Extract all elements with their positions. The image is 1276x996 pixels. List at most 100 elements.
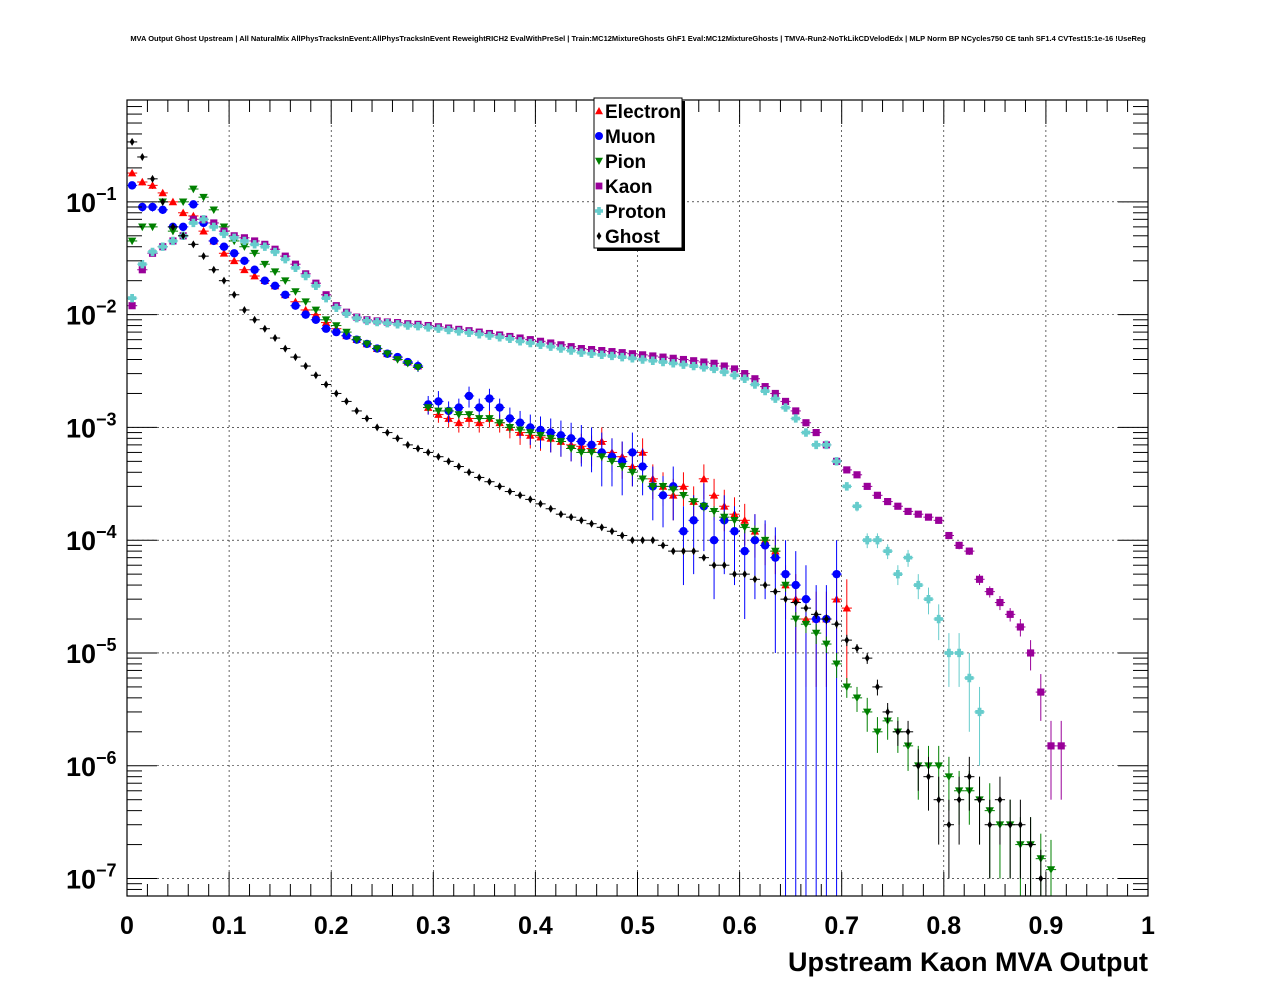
marker-diamond [640, 536, 646, 545]
marker-diamond [895, 727, 901, 736]
marker-triangle-down [495, 419, 504, 427]
marker-circle [464, 391, 474, 401]
legend-entry-proton: Proton [595, 202, 666, 223]
x-tick-label: 0 [120, 912, 134, 940]
marker-diamond [354, 406, 360, 415]
marker-triangle-up [138, 177, 147, 186]
marker-triangle-down [270, 268, 280, 276]
marker-cross [332, 303, 341, 312]
chart-title: MVA Output Ghost Upstream | All NaturalM… [130, 34, 1146, 43]
marker-diamond [497, 482, 503, 491]
marker-cross [832, 457, 841, 466]
marker-circle [332, 327, 341, 337]
marker-cross [158, 242, 167, 251]
marker-triangle-down [434, 407, 443, 416]
marker-cross [811, 440, 821, 450]
marker-triangle-up [740, 516, 749, 524]
legend-entry-kaon: Kaon [595, 177, 653, 198]
marker-diamond [558, 510, 564, 519]
marker-triangle-down [811, 629, 821, 638]
marker-triangle-down [393, 356, 402, 364]
marker-triangle-down [383, 350, 392, 358]
marker-diamond [742, 570, 748, 579]
marker-cross [536, 340, 545, 350]
marker-diamond [864, 654, 870, 663]
x-tick-label: 0.8 [926, 912, 961, 940]
marker-diamond [262, 324, 268, 333]
marker-cross [934, 614, 943, 624]
marker-circle [566, 434, 576, 443]
marker-square [649, 352, 657, 360]
marker-triangle-down [311, 306, 321, 315]
marker-cross [342, 309, 351, 318]
marker-diamond [548, 504, 554, 513]
marker-cross [189, 218, 198, 228]
marker-diamond [221, 276, 227, 285]
marker-circle [577, 437, 586, 446]
marker-triangle-up [127, 168, 137, 177]
marker-diamond [129, 137, 135, 146]
marker-triangle-up [240, 265, 249, 274]
marker-square [679, 355, 688, 364]
marker-diamond [180, 231, 186, 240]
marker-cross [699, 363, 709, 372]
marker-triangle-down [638, 475, 647, 484]
marker-diamond [487, 477, 492, 486]
marker-triangle-down [403, 359, 412, 368]
marker-triangle-down [607, 458, 617, 466]
marker-circle [628, 448, 637, 457]
marker-diamond [1017, 820, 1023, 829]
marker-cross [863, 535, 872, 545]
marker-triangle-down [658, 483, 668, 491]
marker-diamond [813, 610, 819, 619]
marker-diamond [701, 553, 707, 562]
marker-diamond [282, 344, 288, 353]
marker-triangle-up [250, 271, 259, 280]
marker-diamond [538, 499, 543, 508]
marker-diamond [190, 240, 196, 249]
series-pion [127, 185, 1057, 896]
marker-triangle-down [332, 322, 341, 330]
marker-cross [270, 247, 280, 257]
marker-triangle-down [669, 486, 678, 494]
marker-cross [138, 259, 147, 269]
marker-diamond [783, 595, 788, 604]
legend-label: Kaon [605, 177, 653, 198]
marker-cross [475, 330, 484, 339]
marker-triangle-down [515, 426, 525, 435]
marker-diamond [333, 389, 339, 398]
series-muon [127, 181, 842, 896]
x-tick-label: 1 [1141, 912, 1155, 940]
marker-cross [597, 350, 606, 360]
marker-diamond [395, 434, 400, 443]
marker-cross [291, 263, 300, 273]
marker-diamond [987, 820, 993, 829]
marker-diamond [201, 252, 206, 261]
marker-triangle-down [127, 237, 137, 246]
marker-circle [791, 580, 800, 590]
marker-cross [413, 321, 423, 331]
marker-cross [638, 355, 647, 364]
x-axis-label: Upstream Kaon MVA Output [788, 947, 1148, 977]
marker-cross [628, 354, 637, 363]
marker-cross [526, 338, 535, 348]
marker-diamond [946, 820, 952, 829]
marker-cross [944, 648, 954, 658]
marker-diamond [384, 428, 390, 437]
marker-diamond [303, 362, 309, 371]
marker-circle [250, 265, 259, 274]
marker-triangle-down [648, 483, 658, 491]
marker-square [761, 383, 769, 391]
marker-triangle-down [903, 742, 913, 751]
marker-diamond [619, 531, 625, 540]
marker-cross [362, 316, 372, 326]
marker-diamond [762, 581, 768, 590]
marker-circle [679, 527, 688, 536]
marker-cross [873, 535, 882, 545]
marker-cross [240, 236, 249, 246]
marker-triangle-down [505, 424, 515, 432]
marker-circle [709, 535, 719, 545]
marker-cross [199, 215, 208, 224]
x-tick-label: 0.6 [722, 912, 757, 940]
